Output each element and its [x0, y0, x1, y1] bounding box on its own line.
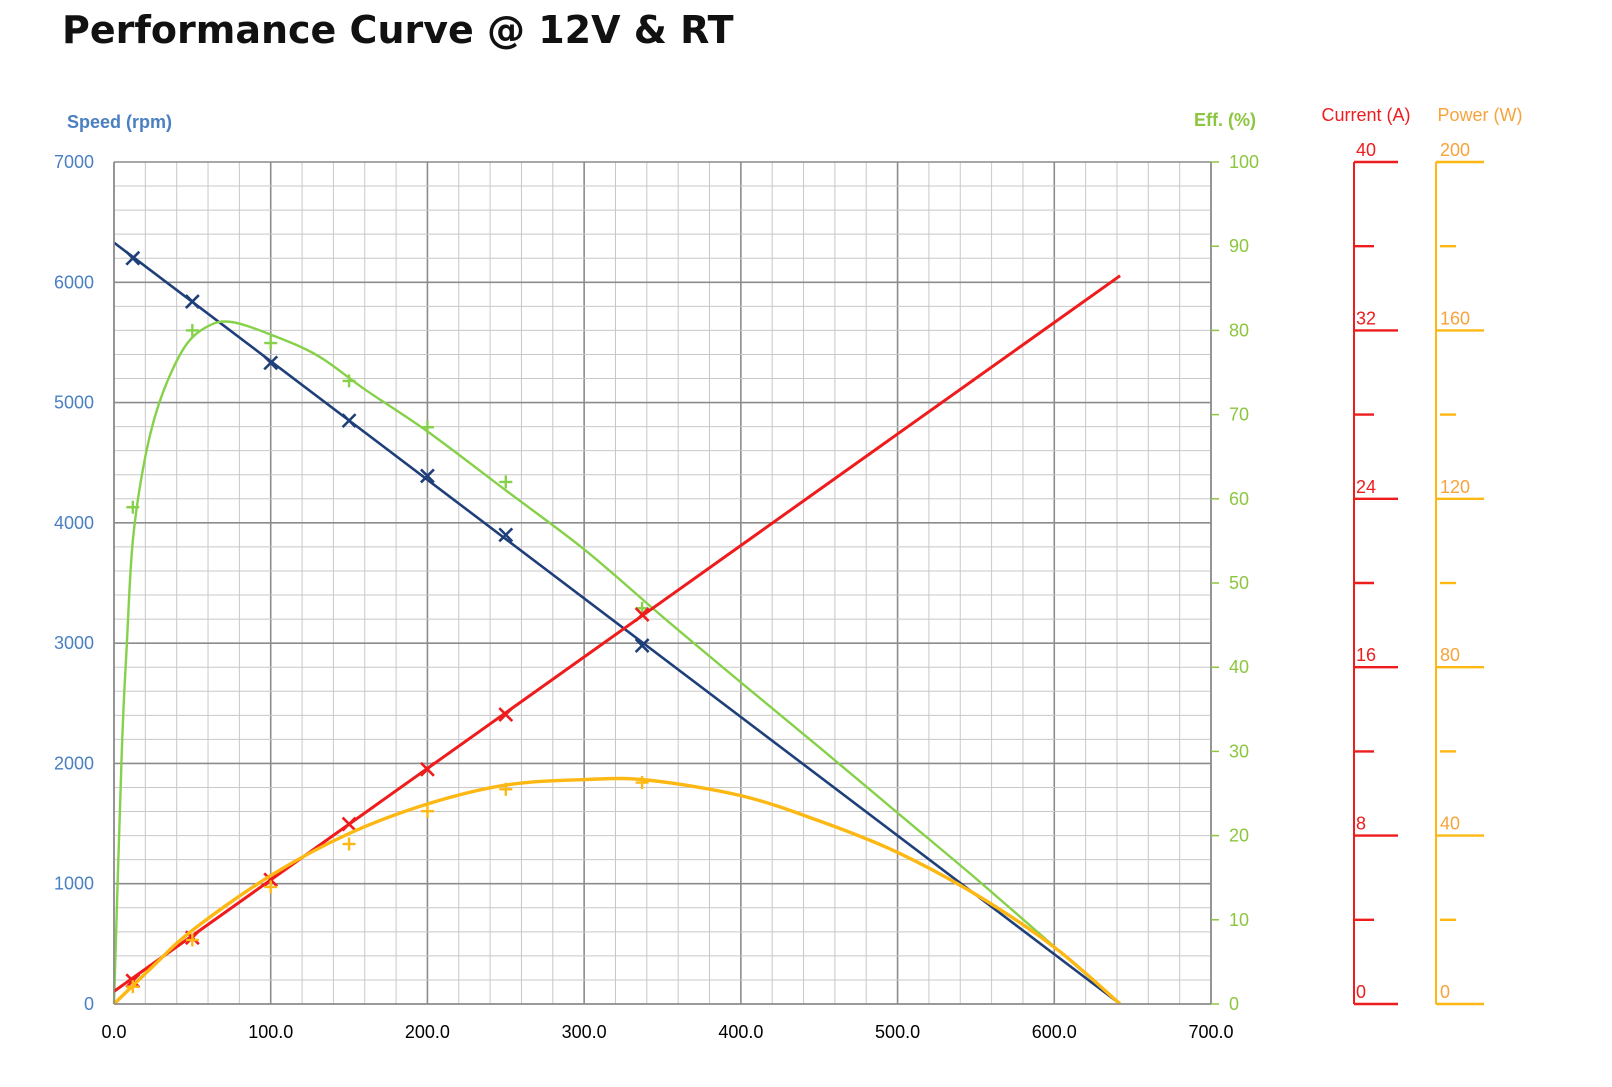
marker-stroke	[263, 872, 279, 888]
power-marker	[185, 933, 199, 947]
power-tick-label: 120	[1440, 477, 1470, 497]
speed-marker	[498, 527, 514, 543]
power-marker	[264, 880, 278, 894]
speed-line	[113, 241, 1121, 1006]
x-tick-label: 600.0	[1032, 1022, 1077, 1042]
speed-tick-label: 2000	[54, 753, 94, 773]
speed-tick-label: 3000	[54, 633, 94, 653]
efficiency-marker	[185, 323, 199, 337]
marker-stroke	[125, 250, 141, 266]
efficiency-tick-label: 50	[1229, 573, 1249, 593]
speed-marker	[184, 294, 200, 309]
efficiency-series	[112, 320, 1121, 1005]
speed-marker	[634, 638, 650, 653]
marker-stroke	[420, 468, 435, 484]
speed-tick-label: 4000	[54, 513, 94, 533]
power-tick-label: 200	[1440, 140, 1470, 160]
power-tick-label: 0	[1440, 982, 1450, 1002]
speed-marker	[263, 355, 279, 371]
power-marker	[126, 980, 140, 994]
efficiency-marker	[499, 475, 513, 489]
x-tick-label: 0.0	[101, 1022, 126, 1042]
speed-tick-label: 6000	[54, 272, 94, 292]
power-marker	[342, 837, 356, 851]
chart-title: Performance Curve @ 12V & RT	[62, 8, 734, 52]
marker-stroke	[420, 761, 435, 777]
efficiency-tick-label: 90	[1229, 236, 1249, 256]
current-marker	[341, 816, 357, 832]
current-marker	[634, 607, 650, 622]
efficiency-marker	[264, 336, 278, 350]
marker-stroke	[263, 355, 279, 371]
power-line	[112, 776, 1122, 1006]
speed-axis-label: Speed (rpm)	[67, 112, 172, 132]
efficiency-tick-label: 10	[1229, 910, 1249, 930]
speed-tick-label: 1000	[54, 874, 94, 894]
marker-stroke	[341, 816, 357, 832]
efficiency-marker	[635, 601, 649, 615]
current-axis-label: Current (A)	[1321, 105, 1410, 125]
speed-marker	[420, 468, 435, 484]
efficiency-tick-label: 40	[1229, 657, 1249, 677]
power-marker	[499, 782, 513, 796]
efficiency-tick-label: 60	[1229, 489, 1249, 509]
efficiency-marker	[420, 420, 434, 434]
marker-stroke	[634, 607, 650, 622]
grid	[113, 161, 1212, 1005]
current-tick-label: 32	[1356, 308, 1376, 328]
power-axis-label: Power (W)	[1438, 105, 1523, 125]
efficiency-marker	[342, 374, 356, 388]
marker-stroke	[634, 638, 650, 653]
current-marker	[498, 707, 514, 722]
speed-series	[113, 241, 1121, 1006]
speed-tick-label: 7000	[54, 152, 94, 172]
speed-tick-label: 0	[84, 994, 94, 1014]
power-tick-label: 160	[1440, 308, 1470, 328]
series-layer	[112, 241, 1122, 1006]
current-tick-label: 0	[1356, 982, 1366, 1002]
current-tick-label: 24	[1356, 477, 1376, 497]
power-tick-label: 80	[1440, 645, 1460, 665]
efficiency-tick-label: 100	[1229, 152, 1259, 172]
x-tick-label: 200.0	[405, 1022, 450, 1042]
power-tick-label: 40	[1440, 814, 1460, 834]
x-tick-label: 500.0	[875, 1022, 920, 1042]
marker-stroke	[498, 527, 514, 543]
efficiency-line	[112, 320, 1121, 1005]
efficiency-marker	[126, 500, 140, 514]
speed-marker	[341, 413, 357, 429]
marker-stroke	[341, 413, 357, 429]
marker-stroke	[184, 294, 200, 309]
current-tick-label: 16	[1356, 645, 1376, 665]
efficiency-tick-label: 30	[1229, 741, 1249, 761]
axes-layer: 0.0 100.0 200.0 300.0 400.0 500.0 600.0 700.0 0 1…	[54, 105, 1523, 1042]
speed-marker	[125, 250, 141, 266]
current-tick-label: 8	[1356, 814, 1366, 834]
efficiency-tick-label: 80	[1229, 320, 1249, 340]
power-marker	[420, 804, 434, 818]
power-marker	[635, 776, 649, 790]
speed-tick-label: 5000	[54, 393, 94, 413]
x-tick-label: 400.0	[718, 1022, 763, 1042]
x-tick-label: 700.0	[1188, 1022, 1233, 1042]
efficiency-tick-label: 0	[1229, 994, 1239, 1014]
x-tick-label: 300.0	[562, 1022, 607, 1042]
efficiency-tick-label: 70	[1229, 405, 1249, 425]
marker-stroke	[498, 707, 514, 722]
current-marker	[420, 761, 435, 777]
power-series	[112, 776, 1122, 1006]
efficiency-tick-label: 20	[1229, 826, 1249, 846]
current-line	[113, 274, 1121, 993]
current-marker	[263, 872, 279, 888]
efficiency-axis-label: Eff. (%)	[1194, 110, 1256, 130]
x-tick-label: 100.0	[248, 1022, 293, 1042]
current-tick-label: 40	[1356, 140, 1376, 160]
